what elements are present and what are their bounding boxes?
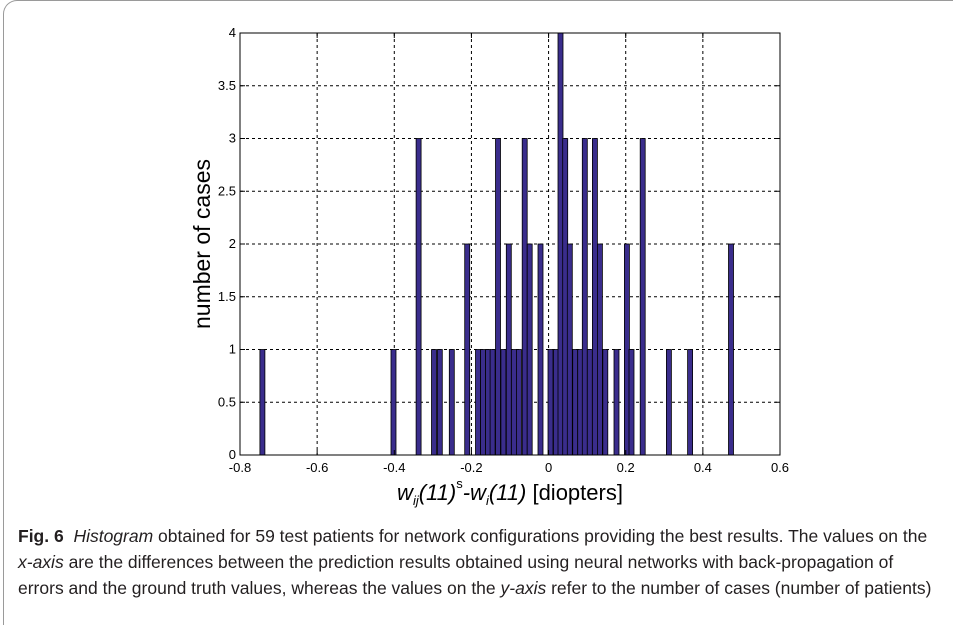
histogram-bar: [572, 349, 579, 456]
xlabel-sup-s: s: [456, 476, 463, 491]
histogram-bar: [597, 243, 603, 456]
histogram-bar: [639, 138, 646, 456]
histogram-bar: [602, 349, 609, 456]
histogram-bar: [436, 349, 443, 456]
y-tick-label: 3.5: [218, 78, 236, 93]
caption-text-1: obtained for 59 test patients for networ…: [153, 526, 928, 546]
xlabel-paren-1: (11): [419, 480, 457, 505]
y-tick-label: 2.5: [218, 183, 236, 198]
histogram-bar: [537, 243, 544, 456]
histogram-bar: [586, 349, 593, 456]
histogram-bar: [489, 349, 496, 456]
histogram-bar: [557, 32, 564, 456]
histogram-bar: [547, 349, 554, 456]
y-tick-labels: 0 0.5 1 1.5 2 2.5 3 3.5 4: [218, 25, 236, 462]
x-tick-label: 0.4: [694, 460, 712, 475]
x-tick-labels: -0.8 -0.6 -0.4 -0.2 0 0.2 0.4 0.6: [229, 460, 789, 475]
x-tick-label: 0.6: [771, 460, 789, 475]
histogram-chart: -0.8 -0.6 -0.4 -0.2 0 0.2 0.4 0.6 0 0.5 1 1.5 2 2.5 3…: [189, 25, 789, 508]
histogram-bar: [448, 349, 455, 456]
histogram-bar: [521, 138, 528, 456]
y-axis-label: number of cases: [189, 159, 215, 329]
histogram-bar: [510, 349, 517, 456]
xlabel-paren-2: (11): [489, 480, 527, 505]
caption-histogram: Histogram: [73, 526, 154, 546]
histogram-bar: [500, 349, 507, 456]
figure-caption: Fig. 6 Histogram obtained for 59 test pa…: [18, 523, 933, 601]
caption-y-axis: y-axis: [500, 578, 547, 598]
histogram-bar: [516, 349, 522, 456]
y-tick-label: 0: [229, 447, 236, 462]
histogram-bar: [475, 349, 481, 456]
histogram-bar: [390, 349, 397, 456]
histogram-bar: [495, 138, 501, 456]
y-tick-label: 3: [229, 131, 236, 146]
y-tick-label: 1: [229, 342, 236, 357]
histogram-bar: [480, 349, 486, 456]
figure-frame: [3, 0, 953, 625]
histogram-bar: [464, 243, 471, 456]
x-tick-label: 0.2: [617, 460, 635, 475]
histogram-bar: [431, 349, 437, 456]
y-tick-label: 1.5: [218, 289, 236, 304]
x-tick-label: -0.4: [383, 460, 405, 475]
histogram-bar: [628, 349, 635, 456]
caption-text-2: are the differences between the predicti…: [18, 552, 894, 598]
y-tick-label: 2: [229, 236, 236, 251]
histogram-bar: [581, 138, 588, 456]
histogram-bar: [728, 243, 734, 456]
y-tick-label: 4: [229, 25, 236, 40]
y-tick-label: 0.5: [218, 394, 236, 409]
figure-number: Fig. 6: [18, 526, 64, 546]
histogram-bar: [415, 138, 422, 456]
xlabel-sub-ij: ij: [413, 493, 420, 508]
histogram-bar: [259, 349, 266, 456]
histogram-bar: [566, 243, 573, 456]
caption-x-axis: x-axis: [18, 552, 64, 572]
x-tick-label: -0.6: [306, 460, 328, 475]
histogram-bar: [666, 349, 672, 456]
x-axis-label: wij(11)s-wi(11) [diopters]: [397, 476, 623, 508]
histogram-bar: [687, 349, 693, 456]
x-tick-label: 0: [545, 460, 552, 475]
xlabel-dash-w: -w: [463, 480, 488, 505]
xlabel-w: w: [397, 480, 415, 505]
x-tick-label: -0.8: [229, 460, 251, 475]
xlabel-unit: [diopters]: [532, 480, 623, 505]
histogram-bar: [592, 138, 598, 456]
xlabel-sub-i: i: [486, 493, 490, 508]
tick-marks: [239, 32, 781, 456]
histogram-bar: [526, 243, 533, 456]
histogram-bar: [613, 349, 620, 456]
histogram-bar: [505, 243, 512, 456]
x-tick-label: -0.2: [460, 460, 482, 475]
caption-text-3: refer to the number of cases (number of …: [546, 578, 932, 598]
